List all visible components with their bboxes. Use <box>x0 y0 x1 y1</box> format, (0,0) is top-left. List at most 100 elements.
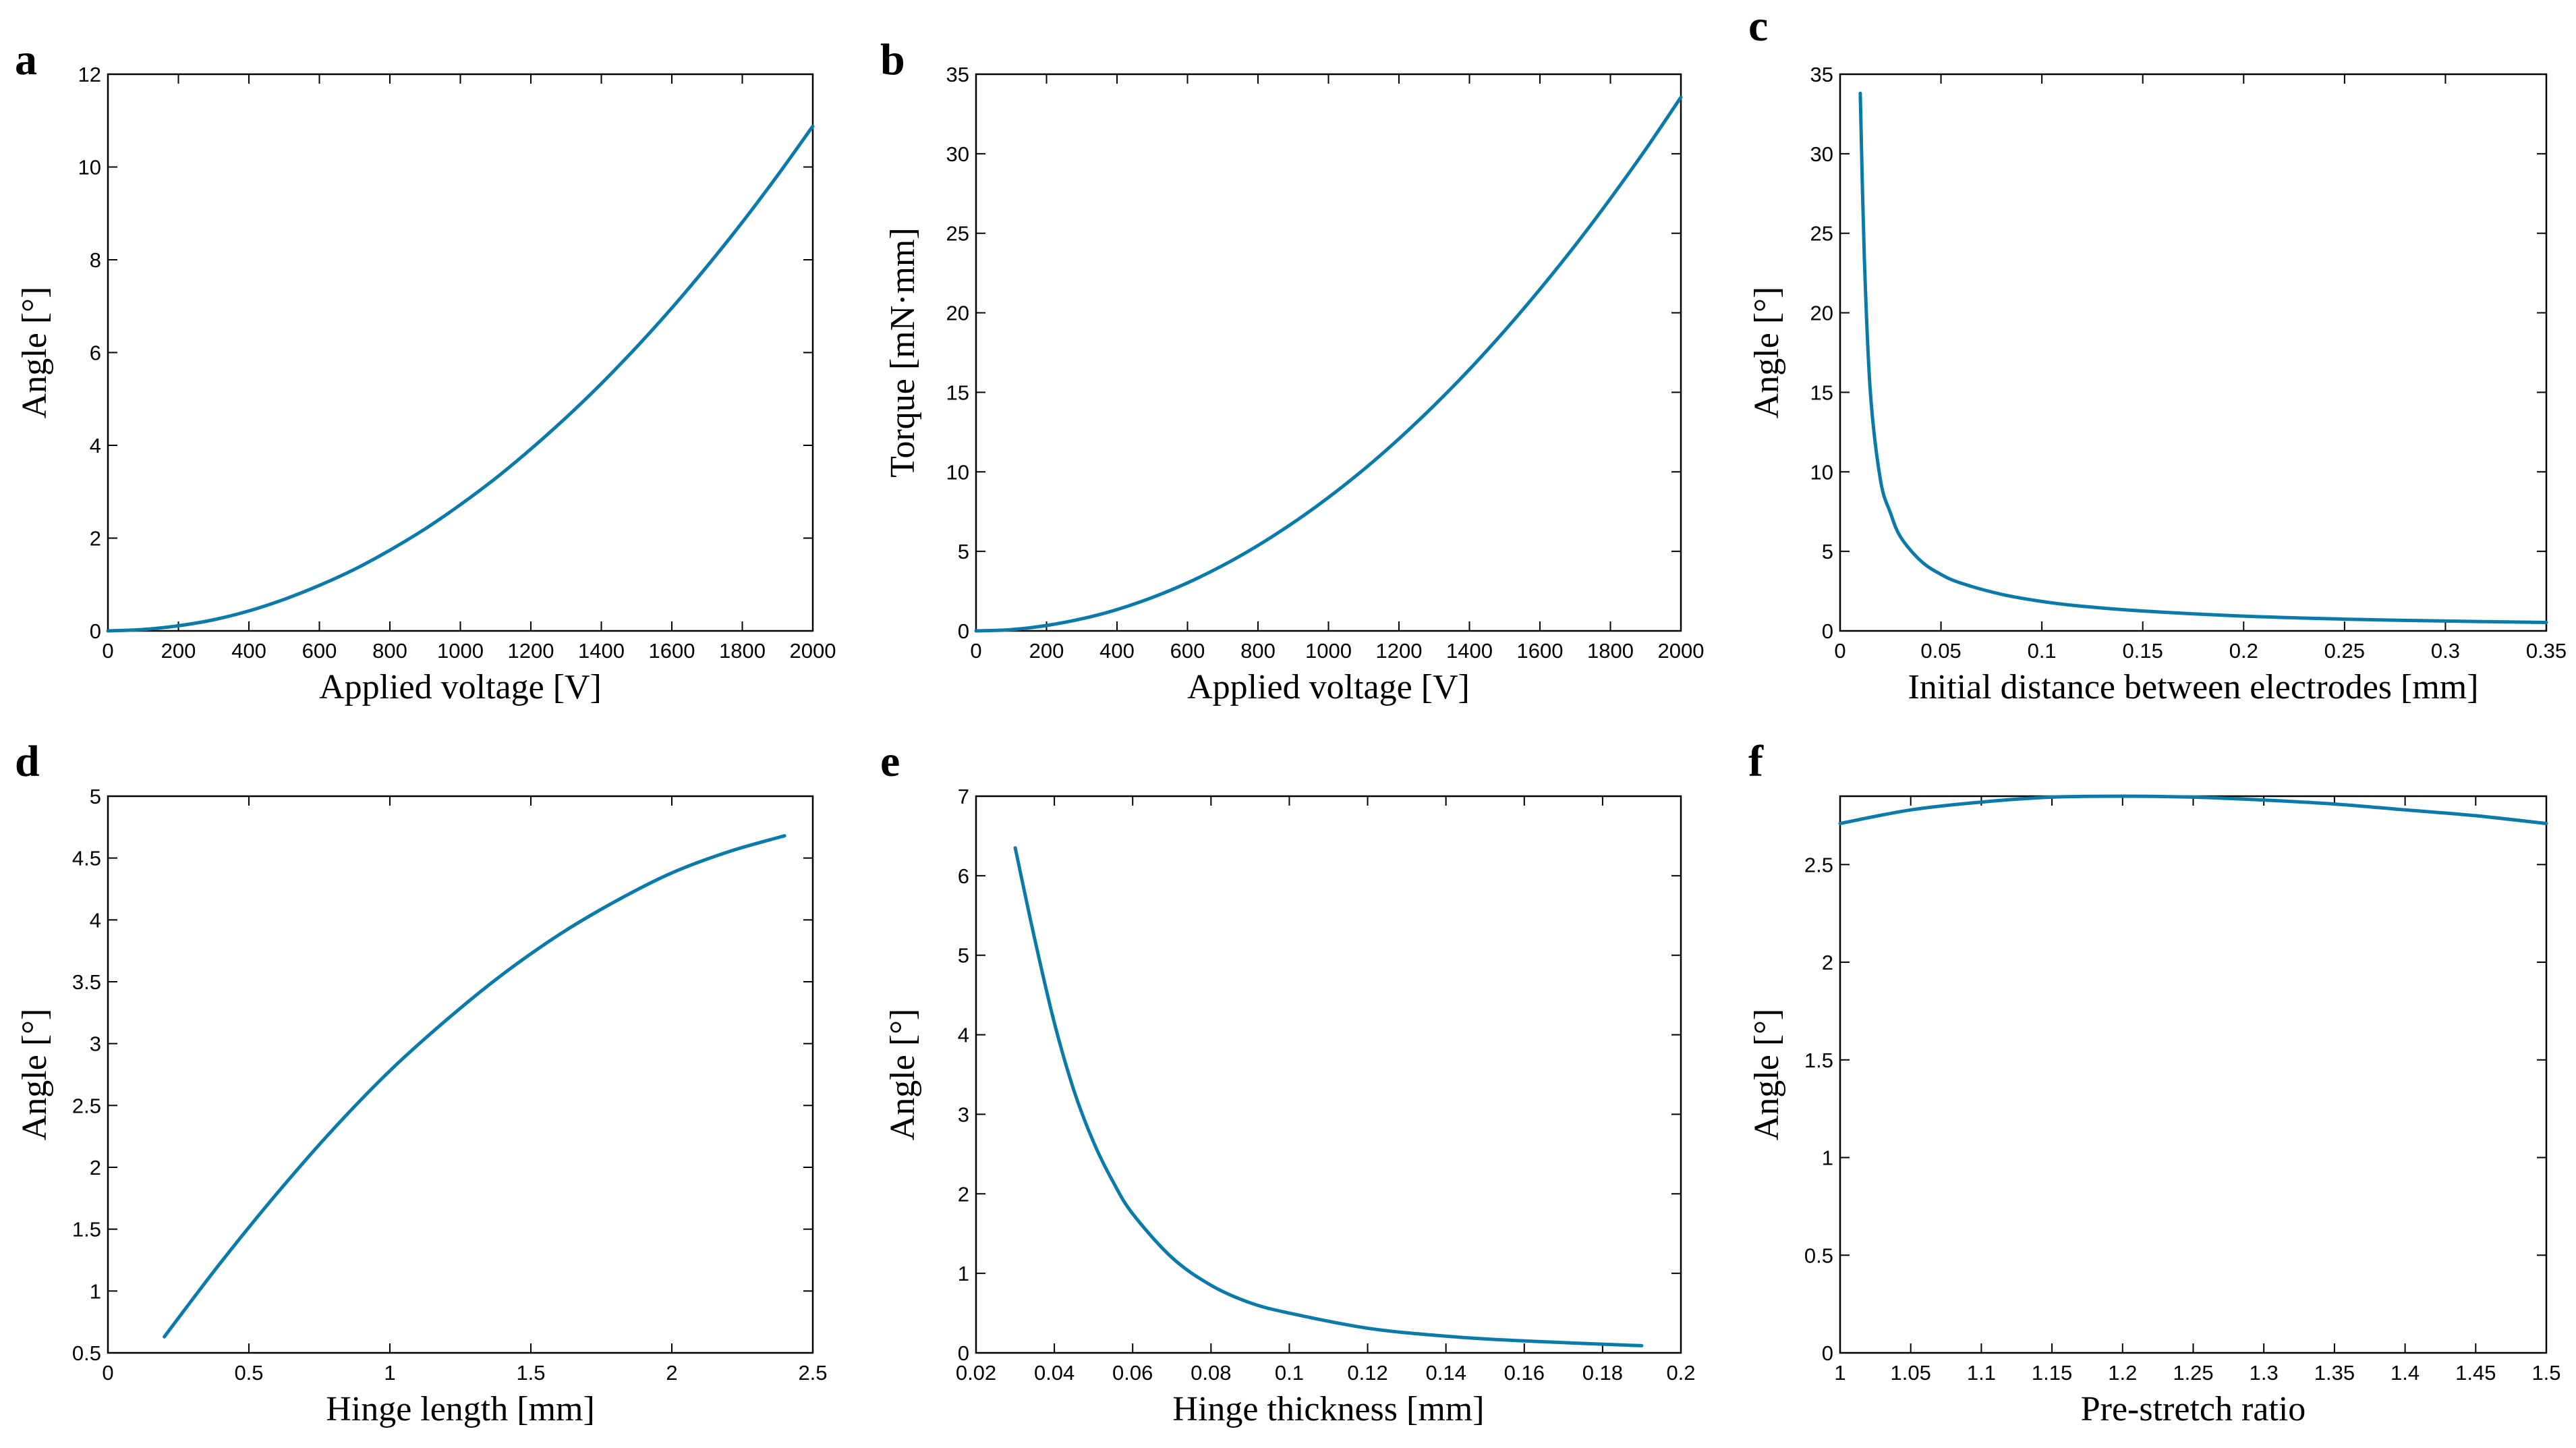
x-tick-label: 0.02 <box>956 1361 996 1385</box>
y-tick-label: 1.5 <box>72 1218 101 1242</box>
y-tick-label: 1 <box>1822 1146 1833 1170</box>
plot-frame <box>975 73 1682 632</box>
x-tick-label: 1.3 <box>2250 1361 2279 1385</box>
x-tick-label: 0.16 <box>1504 1361 1545 1385</box>
x-tick-label: 1.5 <box>2531 1361 2560 1385</box>
y-tick-label: 3 <box>958 1103 969 1126</box>
y-tick-label: 2.5 <box>72 1094 101 1117</box>
y-tick-label: 20 <box>1810 302 1833 325</box>
y-tick-label: 6 <box>90 341 101 365</box>
panel-letter: c <box>1748 1 1768 51</box>
y-tick-label: 25 <box>946 222 969 246</box>
x-tick-label: 0.3 <box>2431 639 2460 663</box>
x-tick-label: 0 <box>102 639 113 663</box>
plot-frame <box>1839 795 2548 1354</box>
y-tick-label: 5 <box>958 540 969 563</box>
x-tick-label: 400 <box>231 639 266 663</box>
plot-frame <box>975 795 1682 1354</box>
x-tick-label: 600 <box>1170 639 1205 663</box>
x-tick-label: 1600 <box>649 639 695 663</box>
x-tick-label: 0.25 <box>2324 639 2365 663</box>
x-tick-label: 0 <box>1834 639 1845 663</box>
x-tick-label: 0.35 <box>2526 639 2567 663</box>
y-tick-label: 7 <box>958 785 969 808</box>
y-tick-label: 2 <box>90 1156 101 1179</box>
panel-letter: b <box>880 35 905 84</box>
y-tick-label: 8 <box>90 248 101 272</box>
chart-panel-e: e 0.02 0.04 0.06 0.08 0.1 0.12 0.14 0.16 0.18 0.2 0… <box>880 737 1696 1428</box>
chart-panel-f: f 1 1.05 1.1 1.15 1.2 1.25 1.3 1.35 1.4 1.45 1.5 0 0.… <box>1748 737 2561 1428</box>
y-tick-label: 0 <box>958 1341 969 1365</box>
x-tick-label: 1200 <box>1376 639 1423 663</box>
x-tick-label: 1400 <box>578 639 625 663</box>
y-tick-label: 1 <box>90 1279 101 1303</box>
y-tick-label: 0 <box>958 619 969 643</box>
x-axis-label: Initial distance between electrodes [mm] <box>1908 668 2478 706</box>
x-tick-label: 1000 <box>437 639 484 663</box>
x-tick-label: 1.4 <box>2391 1361 2420 1385</box>
y-axis-label: Angle [°] <box>884 1009 922 1141</box>
y-axis-label: Angle [°] <box>1748 1009 1786 1141</box>
y-tick-label: 4 <box>90 908 101 932</box>
x-tick-label: 1.15 <box>2032 1361 2072 1385</box>
chart-panel-a: a 0 200 400 600 800 1000 1200 1400 1600 1800 2000 0 2… <box>15 35 836 706</box>
y-tick-label: 3 <box>90 1032 101 1056</box>
x-tick-label: 1800 <box>1587 639 1634 663</box>
x-tick-label: 200 <box>1029 639 1064 663</box>
y-tick-label: 3.5 <box>72 970 101 994</box>
x-axis-label: Pre-stretch ratio <box>2081 1390 2306 1428</box>
x-tick-label: 0.18 <box>1582 1361 1623 1385</box>
data-series-line <box>1013 846 1644 1347</box>
y-tick-label: 2 <box>90 527 101 551</box>
y-tick-label: 6 <box>958 864 969 888</box>
x-tick-label: 200 <box>161 639 196 663</box>
x-tick-label: 2000 <box>790 639 836 663</box>
data-series-line <box>163 834 786 1339</box>
chart-panel-c: c 0 0.05 0.1 0.15 0.2 0.25 0.3 0.35 0 5 10 15 20 25 30 3… <box>1748 1 2567 706</box>
y-axis-label: Angle [°] <box>16 1009 54 1141</box>
y-tick-label: 10 <box>78 156 101 179</box>
panel-letter: f <box>1748 737 1764 786</box>
panel-letter: d <box>15 737 40 786</box>
x-tick-label: 800 <box>1240 639 1276 663</box>
x-tick-label: 1.2 <box>2108 1361 2137 1385</box>
y-tick-label: 15 <box>1810 381 1833 404</box>
y-tick-label: 35 <box>1810 63 1833 86</box>
y-tick-label: 0 <box>1822 619 1833 643</box>
y-tick-label: 12 <box>78 63 101 86</box>
x-tick-label: 0.05 <box>1920 639 1961 663</box>
y-tick-label: 2.5 <box>1804 853 1833 876</box>
x-tick-label: 0.08 <box>1191 1361 1231 1385</box>
y-tick-label: 35 <box>946 63 969 86</box>
x-tick-label: 1.5 <box>516 1361 545 1385</box>
x-tick-label: 1.25 <box>2173 1361 2213 1385</box>
y-tick-label: 1.5 <box>1804 1049 1833 1072</box>
x-tick-label: 800 <box>372 639 407 663</box>
x-axis-label: Hinge length [mm] <box>326 1390 595 1428</box>
panel-letter: a <box>15 35 37 84</box>
y-tick-label: 5 <box>958 944 969 968</box>
x-axis-label: Hinge thickness [mm] <box>1172 1390 1484 1428</box>
plot-frame <box>107 73 814 632</box>
x-tick-label: 1 <box>384 1361 395 1385</box>
x-tick-label: 0.5 <box>234 1361 263 1385</box>
x-tick-label: 0.06 <box>1112 1361 1153 1385</box>
data-series-line <box>1838 794 2548 825</box>
y-axis-label: Torque [mN·mm] <box>884 227 922 477</box>
y-tick-label: 30 <box>1810 142 1833 166</box>
x-tick-label: 0.14 <box>1425 1361 1466 1385</box>
y-axis-label: Angle [°] <box>16 287 54 419</box>
y-tick-label: 1 <box>958 1262 969 1285</box>
y-tick-label: 4 <box>90 434 101 457</box>
x-tick-label: 0 <box>970 639 981 663</box>
data-series-line <box>974 95 1683 633</box>
data-series-line <box>1858 91 2548 624</box>
plot-frame <box>1839 73 2548 632</box>
x-tick-label: 1200 <box>508 639 554 663</box>
x-tick-label: 1.05 <box>1891 1361 1931 1385</box>
y-tick-label: 10 <box>946 460 969 484</box>
y-tick-label: 2 <box>1822 951 1833 974</box>
y-tick-label: 0 <box>90 619 101 643</box>
x-tick-label: 2 <box>666 1361 677 1385</box>
